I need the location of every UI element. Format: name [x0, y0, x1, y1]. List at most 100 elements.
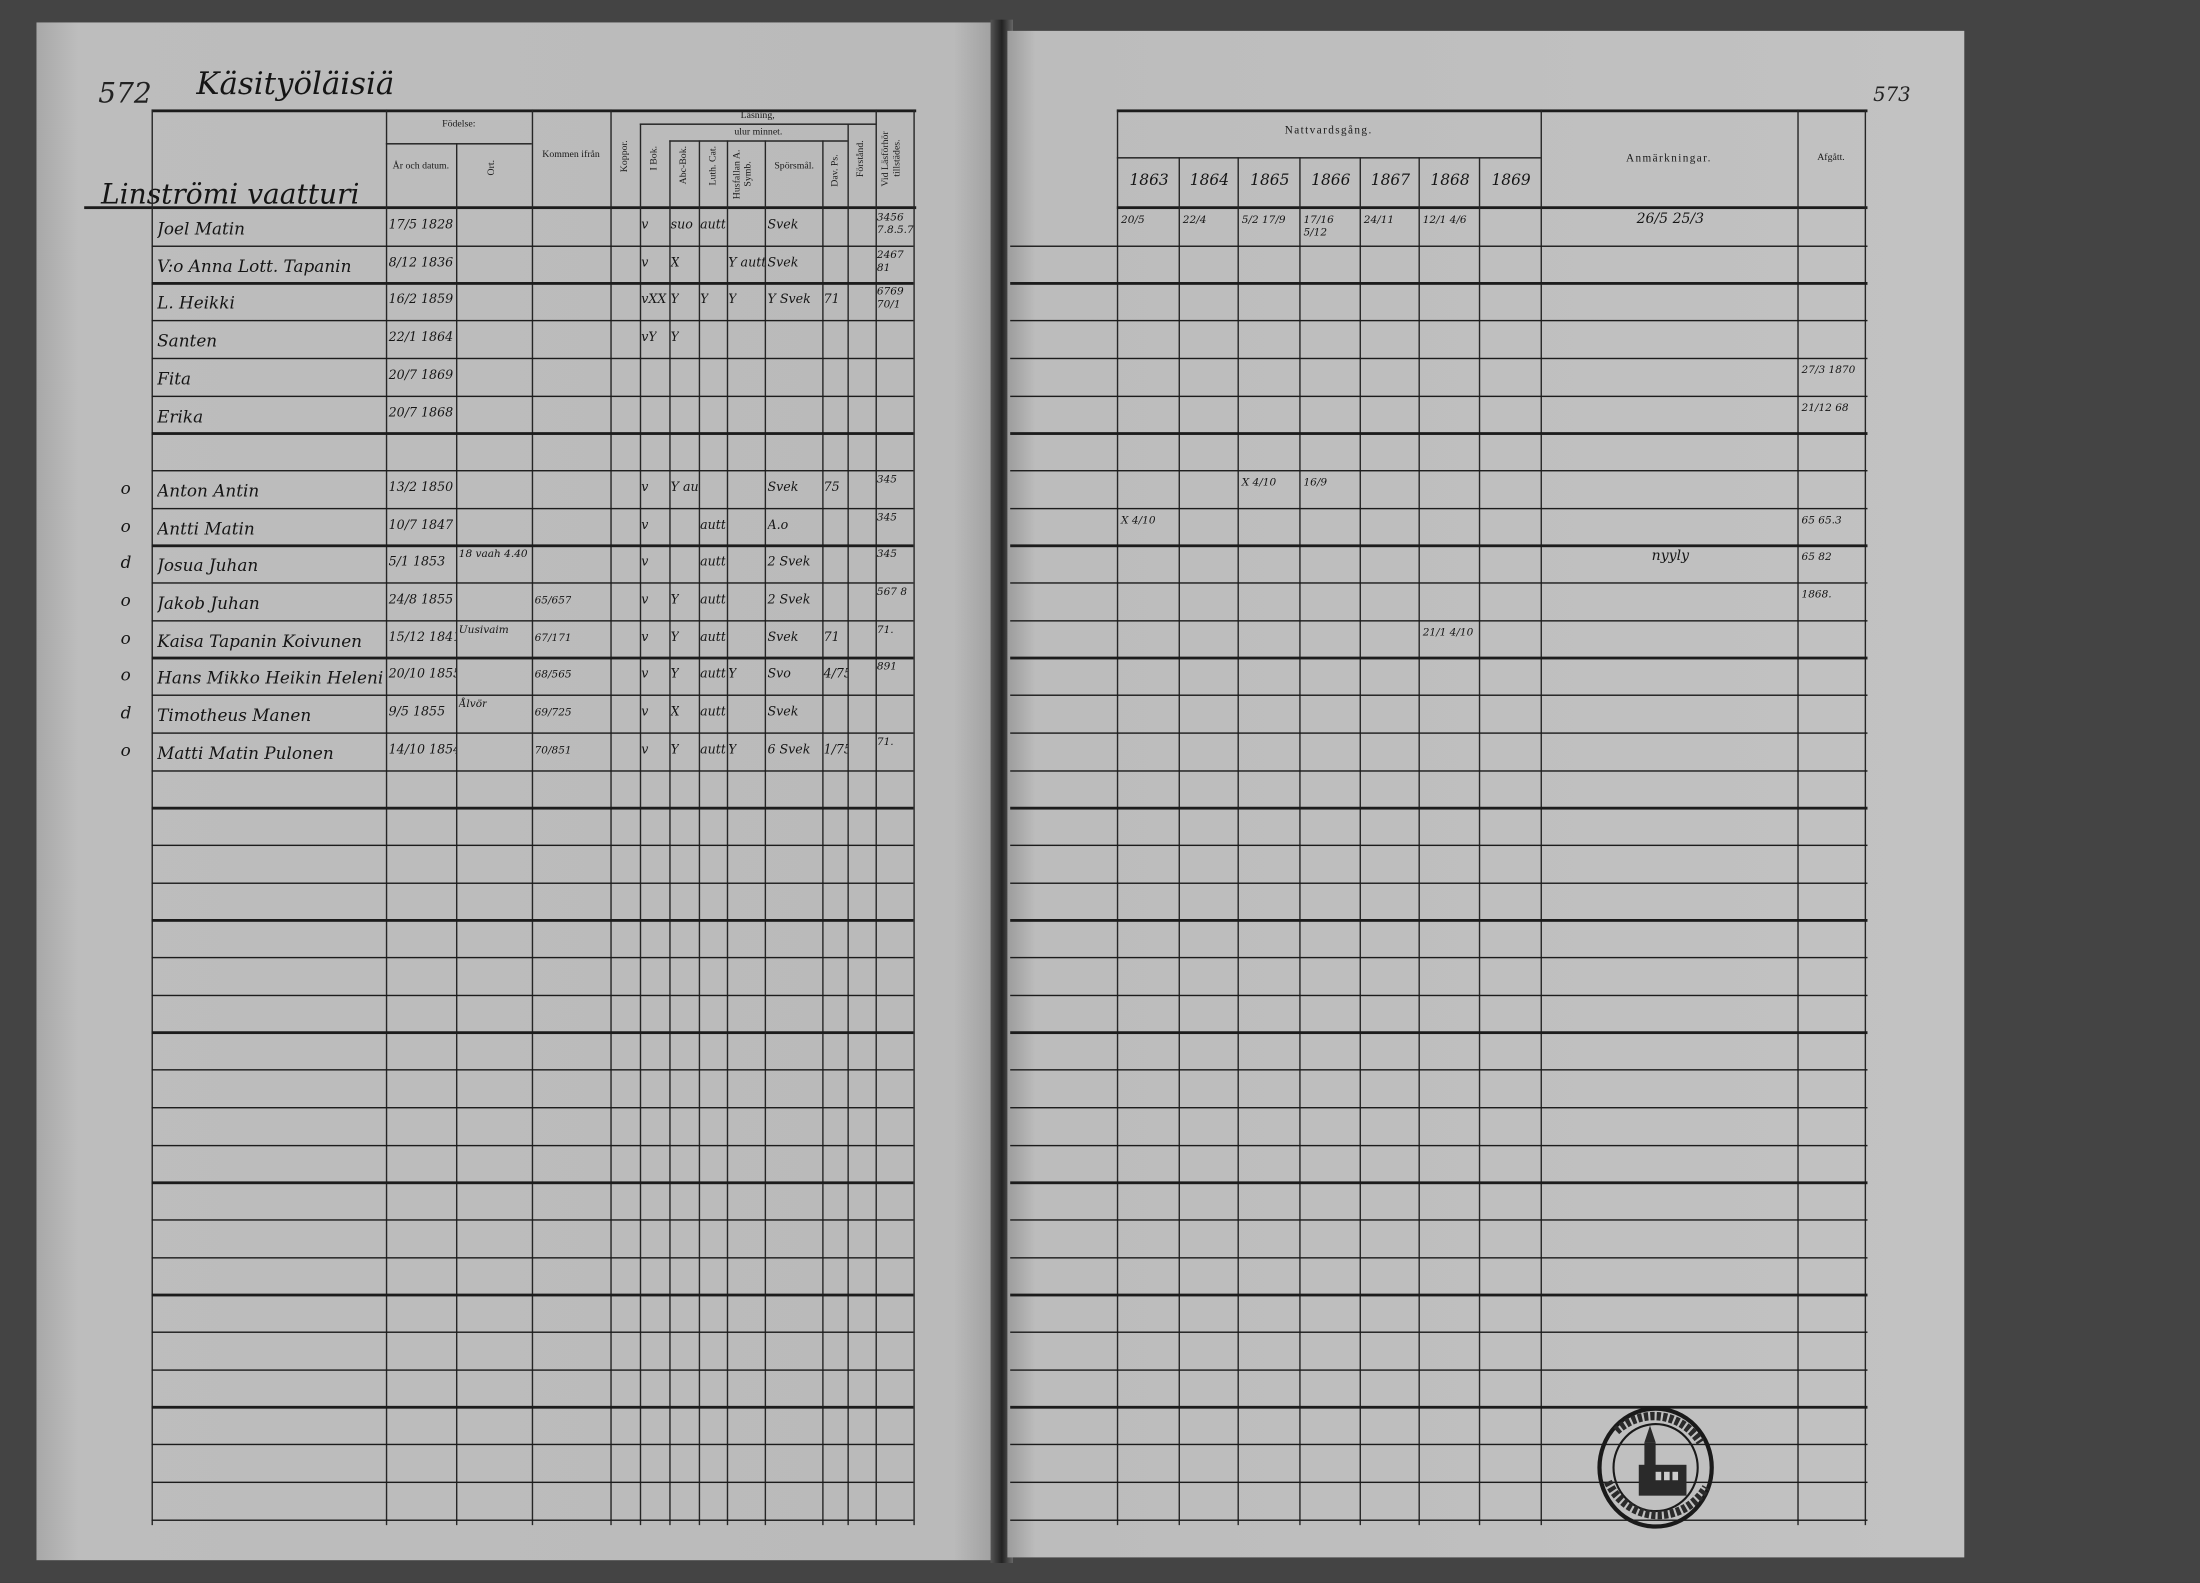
row-line-right — [1010, 619, 1868, 622]
cell-vid: 345 — [876, 510, 898, 523]
row-line-left — [151, 320, 914, 322]
cell-luth: autt — [700, 743, 726, 758]
row-line-left — [151, 1406, 914, 1409]
row-line-left — [151, 1481, 914, 1484]
cell-date: 13/2 1850 — [388, 481, 454, 496]
cell-y1863: X 4/10 — [1121, 512, 1156, 526]
right-page-number: 573 — [1873, 84, 1911, 107]
cell-luth: autt — [700, 630, 726, 645]
cell-date: 22/1 1864 — [388, 331, 454, 346]
cell-name: L. Heikki — [157, 293, 235, 314]
margin-mark: o — [120, 740, 131, 761]
cell-ort: Uusivaim — [458, 622, 509, 636]
cell-ort: Ålvör — [458, 697, 488, 711]
margin-mark: o — [120, 628, 131, 648]
row-line-right — [1010, 1144, 1868, 1147]
cell-abc: Y autt — [670, 481, 699, 496]
row-line-left — [151, 732, 914, 735]
row-line-right — [1010, 1181, 1868, 1184]
column-line-right — [1359, 157, 1362, 1525]
cell-luth: autt — [700, 668, 726, 683]
cell-date: 14/10 1854 — [388, 743, 456, 758]
row-line-right — [1010, 1219, 1868, 1222]
year-header: 1864 — [1189, 171, 1230, 190]
cell-anm: 26/5 25/3 — [1636, 211, 1705, 228]
row-line-left — [151, 881, 914, 884]
cell-y1866: 16/9 — [1303, 475, 1328, 489]
cell-y1866: 17/16 5/12 — [1303, 213, 1334, 239]
cell-abc: Y — [670, 293, 680, 308]
row-line-right — [1010, 469, 1868, 472]
cell-name: Kaisa Tapanin Koivunen — [157, 630, 363, 651]
header-luth-cat: Luth. Cat. — [707, 145, 719, 186]
header-abc-book: Abc-Bok. — [677, 145, 689, 185]
column-line-right — [1540, 109, 1543, 1525]
cell-ibok: v — [641, 705, 649, 720]
cell-date: 9/5 1855 — [388, 705, 446, 720]
column-line-left — [151, 109, 154, 1525]
row-line-left — [151, 1256, 914, 1259]
header-household-table: Husfallan A. Symb. — [730, 149, 754, 199]
cell-afg: 27/3 1870 — [1801, 363, 1856, 376]
row-line-right — [1010, 1368, 1868, 1371]
row-line-left — [151, 357, 914, 360]
cell-abc: suo — [670, 218, 693, 233]
row-line-right — [1010, 807, 1868, 809]
margin-mark: o — [120, 515, 131, 536]
cell-abc: X — [670, 256, 680, 271]
row-line-right — [1010, 1518, 1868, 1521]
cell-spors: 6 Svek — [767, 743, 811, 758]
cell-name: Joel Matin — [157, 218, 246, 239]
row-line-left — [151, 919, 914, 922]
column-line-left — [455, 143, 458, 1525]
cell-y1865: 5/2 17/9 — [1241, 213, 1286, 226]
cell-vid: 3456 7.8.5.70 — [876, 210, 914, 236]
cell-husfl: Y autt — [728, 256, 765, 271]
row-line-right — [1010, 1406, 1868, 1409]
row-line-right — [1010, 282, 1868, 285]
header-dav-ps: Dav. Ps. — [829, 154, 841, 187]
cell-spors: Svek — [767, 256, 799, 271]
cell-name: Josua Juhan — [157, 556, 259, 576]
page-title: Käsityöläisiä — [196, 67, 395, 103]
header-examination: Vid Läsförhör tillstädes. — [879, 130, 903, 187]
row-line-left — [151, 619, 914, 622]
column-line-right — [1116, 109, 1119, 1525]
cell-kommen: 70/851 — [534, 743, 572, 756]
margin-mark: d — [120, 703, 132, 723]
cell-y1868: 21/1 4/10 — [1422, 625, 1474, 638]
cell-ort: 18 vaah 4.40 — [458, 547, 528, 561]
column-line-right — [1797, 109, 1799, 1525]
cell-husfl: Y — [728, 743, 737, 758]
row-line-left — [151, 1518, 914, 1521]
archive-stamp — [1597, 1406, 1714, 1529]
row-line-left — [151, 432, 914, 435]
cell-dav: 71 — [823, 630, 840, 645]
cell-name: Timotheus Manen — [157, 705, 312, 726]
cell-luth: Y — [700, 293, 709, 308]
row-line-left — [151, 956, 914, 959]
cell-luth: autt — [700, 705, 726, 720]
cell-name: Santen — [157, 331, 218, 351]
cell-name: Jakob Juhan — [157, 593, 260, 614]
column-line-left — [822, 140, 824, 1525]
year-header: 1867 — [1370, 171, 1411, 190]
row-line-right — [1010, 582, 1868, 585]
cell-ibok: v — [641, 743, 649, 758]
row-line-left — [151, 1368, 914, 1371]
column-line-right — [1299, 157, 1301, 1525]
row-line-left — [151, 1181, 914, 1184]
cell-dav: 75 — [823, 481, 840, 496]
year-header: 1865 — [1250, 171, 1290, 190]
rule-header-left — [84, 206, 917, 210]
row-line-right — [1010, 994, 1868, 997]
cell-date: 20/7 1868 — [388, 406, 454, 421]
cell-vid: 345 — [876, 547, 898, 561]
cell-date: 17/5 1828 — [388, 218, 454, 233]
header-birth: Födelse: — [442, 117, 476, 130]
rule-reading — [639, 123, 876, 126]
cell-spors: Svek — [767, 630, 799, 645]
cell-abc: X — [670, 705, 680, 720]
column-line-right — [1237, 157, 1240, 1525]
